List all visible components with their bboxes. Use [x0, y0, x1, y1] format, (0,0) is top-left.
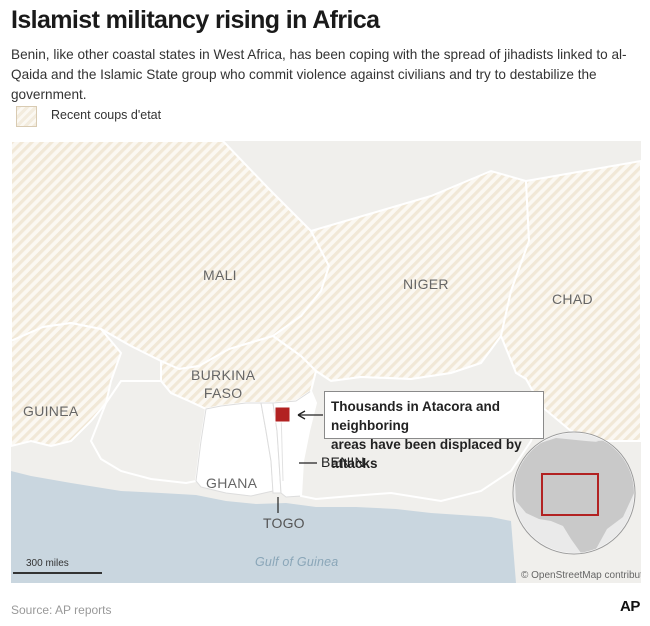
- gulf-water: [11, 471, 516, 583]
- atacora-marker: [274, 406, 291, 423]
- source-note: Source: AP reports: [11, 603, 112, 617]
- label-mali: MALI: [203, 267, 237, 283]
- ap-logo: AP: [620, 598, 640, 615]
- scale-label: 300 miles: [26, 558, 69, 569]
- scale-bar: [13, 572, 102, 574]
- label-gulf-of-guinea: Gulf of Guinea: [255, 555, 339, 569]
- coup-hatch-swatch: [16, 106, 37, 127]
- callout-line2: areas have been displaced by attacks: [331, 437, 522, 471]
- label-burkina-line1: BURKINA: [191, 367, 256, 383]
- label-guinea: GUINEA: [23, 403, 79, 419]
- label-togo: TOGO: [263, 515, 305, 531]
- callout-line1: Thousands in Atacora and neighboring: [331, 399, 501, 433]
- map-subtitle: Benin, like other coastal states in West…: [11, 47, 627, 102]
- legend-label: Recent coups d'etat: [51, 108, 162, 122]
- map-attribution: © OpenStreetMap contributors: [521, 570, 641, 581]
- locator-globe: [512, 431, 636, 555]
- atacora-callout: Thousands in Atacora and neighboring are…: [324, 391, 544, 471]
- map-area: MALI NIGER CHAD BURKINA FASO GUINEA GHAN…: [11, 141, 641, 583]
- label-burkina-faso: BURKINA FASO: [191, 366, 255, 402]
- label-benin: BENIN: [321, 454, 365, 470]
- globe-focus-box: [541, 473, 599, 516]
- label-burkina-line2: FASO: [203, 385, 243, 401]
- label-niger: NIGER: [403, 276, 449, 292]
- map-svg: [11, 141, 641, 583]
- label-ghana: GHANA: [206, 475, 258, 491]
- map-title: Islamist militancy rising in Africa: [11, 6, 380, 34]
- label-chad: CHAD: [552, 291, 593, 307]
